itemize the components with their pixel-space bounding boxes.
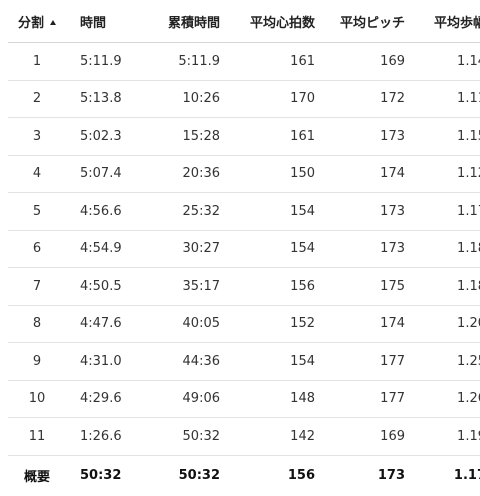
cell-time: 5:02.3 bbox=[66, 117, 140, 156]
cell-split: 2 bbox=[8, 80, 66, 118]
summary-avg-stride: 1.17 bbox=[453, 468, 480, 483]
cell-time: 5:07.4 bbox=[66, 155, 140, 193]
cell-avg-heart-rate: 154 bbox=[220, 342, 315, 381]
cell-avg-cadence: 177 bbox=[315, 380, 405, 418]
cell-avg-stride: 1.17 bbox=[405, 192, 480, 231]
cell-time: 5:13.8 bbox=[66, 80, 140, 118]
cell-avg-cadence: 173 bbox=[315, 117, 405, 156]
cell-split: 6 bbox=[8, 230, 66, 268]
cell-cumulative-time: 15:28 bbox=[140, 117, 220, 156]
cell-avg-cadence: 174 bbox=[315, 155, 405, 193]
summary-cumulative-time: 50:32 bbox=[178, 468, 220, 483]
cell-avg-stride: 1.15 bbox=[405, 117, 480, 156]
cell-avg-heart-rate: 154 bbox=[220, 230, 315, 268]
cell-split: 10 bbox=[8, 380, 66, 418]
header-time[interactable]: 時間 bbox=[66, 0, 140, 43]
cell-avg-stride: 1.12 bbox=[405, 155, 480, 193]
cell-cumulative-time: 50:32 bbox=[140, 417, 220, 456]
cell-avg-cadence: 173 bbox=[315, 230, 405, 268]
cell-avg-heart-rate: 148 bbox=[220, 380, 315, 418]
cell-time: 4:29.6 bbox=[66, 380, 140, 418]
cell-cumulative-time: 35:17 bbox=[140, 267, 220, 306]
cell-time: 4:50.5 bbox=[66, 267, 140, 306]
cell-avg-stride: 1.14 bbox=[405, 42, 480, 81]
cell-avg-heart-rate: 142 bbox=[220, 417, 315, 456]
cell-cumulative-time: 25:32 bbox=[140, 192, 220, 231]
cell-cumulative-time: 10:26 bbox=[140, 80, 220, 118]
cell-avg-cadence: 169 bbox=[315, 42, 405, 81]
cell-split: 9 bbox=[8, 342, 66, 381]
sort-ascending-icon bbox=[50, 19, 56, 25]
summary-time: 50:32 bbox=[80, 468, 122, 483]
table-summary: 概要 50:32 50:32 156 173 1.17 bbox=[8, 455, 480, 496]
header-split-label: 分割 bbox=[17, 15, 44, 31]
cell-time: 4:47.6 bbox=[66, 305, 140, 343]
cell-avg-stride: 1.18 bbox=[405, 267, 480, 306]
cell-avg-stride: 1.26 bbox=[405, 380, 480, 418]
header-split[interactable]: 分割 bbox=[8, 0, 66, 43]
cell-avg-heart-rate: 156 bbox=[220, 267, 315, 306]
cell-avg-cadence: 177 bbox=[315, 342, 405, 381]
splits-table: 分割 時間 累積時間 平均心拍数 平均ピッチ 平均歩幅 15:11.95:11.… bbox=[8, 0, 480, 496]
cell-cumulative-time: 44:36 bbox=[140, 342, 220, 381]
cell-split: 11 bbox=[8, 417, 66, 456]
cell-cumulative-time: 40:05 bbox=[140, 305, 220, 343]
cell-avg-stride: 1.25 bbox=[405, 342, 480, 381]
cell-split: 8 bbox=[8, 305, 66, 343]
cell-split: 7 bbox=[8, 267, 66, 306]
cell-avg-cadence: 174 bbox=[315, 305, 405, 343]
cell-avg-stride: 1.18 bbox=[405, 230, 480, 268]
cell-split: 3 bbox=[8, 117, 66, 156]
cell-avg-heart-rate: 161 bbox=[220, 42, 315, 81]
cell-split: 4 bbox=[8, 155, 66, 193]
summary-avg-heart-rate: 156 bbox=[287, 468, 315, 483]
cell-time: 5:11.9 bbox=[66, 42, 140, 81]
cell-avg-stride: 1.11 bbox=[405, 80, 480, 118]
header-avg-stride[interactable]: 平均歩幅 bbox=[405, 0, 480, 43]
cell-cumulative-time: 20:36 bbox=[140, 155, 220, 193]
cell-avg-cadence: 172 bbox=[315, 80, 405, 118]
cell-avg-cadence: 169 bbox=[315, 417, 405, 456]
table-body: 15:11.95:11.91611691.1425:13.810:2617017… bbox=[8, 42, 480, 456]
cell-cumulative-time: 5:11.9 bbox=[140, 42, 220, 81]
cell-avg-heart-rate: 170 bbox=[220, 80, 315, 118]
cell-time: 4:56.6 bbox=[66, 192, 140, 231]
cell-split: 5 bbox=[8, 192, 66, 231]
cell-time: 1:26.6 bbox=[66, 417, 140, 456]
summary-avg-cadence: 173 bbox=[377, 468, 405, 483]
header-avg-cadence[interactable]: 平均ピッチ bbox=[315, 0, 405, 43]
cell-avg-cadence: 173 bbox=[315, 192, 405, 231]
cell-avg-heart-rate: 161 bbox=[220, 117, 315, 156]
cell-avg-heart-rate: 154 bbox=[220, 192, 315, 231]
cell-avg-stride: 1.20 bbox=[405, 305, 480, 343]
table-header: 分割 時間 累積時間 平均心拍数 平均ピッチ 平均歩幅 bbox=[8, 0, 480, 43]
cell-avg-stride: 1.19 bbox=[405, 417, 480, 456]
header-cumulative-time[interactable]: 累積時間 bbox=[140, 0, 220, 43]
cell-time: 4:54.9 bbox=[66, 230, 140, 268]
cell-split: 1 bbox=[8, 42, 66, 81]
summary-row: 概要 50:32 50:32 156 173 1.17 bbox=[8, 455, 480, 496]
cell-avg-heart-rate: 152 bbox=[220, 305, 315, 343]
header-avg-heart-rate[interactable]: 平均心拍数 bbox=[220, 0, 315, 43]
cell-avg-cadence: 175 bbox=[315, 267, 405, 306]
cell-avg-heart-rate: 150 bbox=[220, 155, 315, 193]
cell-cumulative-time: 30:27 bbox=[140, 230, 220, 268]
header-row: 分割 時間 累積時間 平均心拍数 平均ピッチ 平均歩幅 bbox=[8, 0, 480, 43]
cell-cumulative-time: 49:06 bbox=[140, 380, 220, 418]
summary-split: 概要 bbox=[23, 470, 50, 485]
cell-time: 4:31.0 bbox=[66, 342, 140, 381]
